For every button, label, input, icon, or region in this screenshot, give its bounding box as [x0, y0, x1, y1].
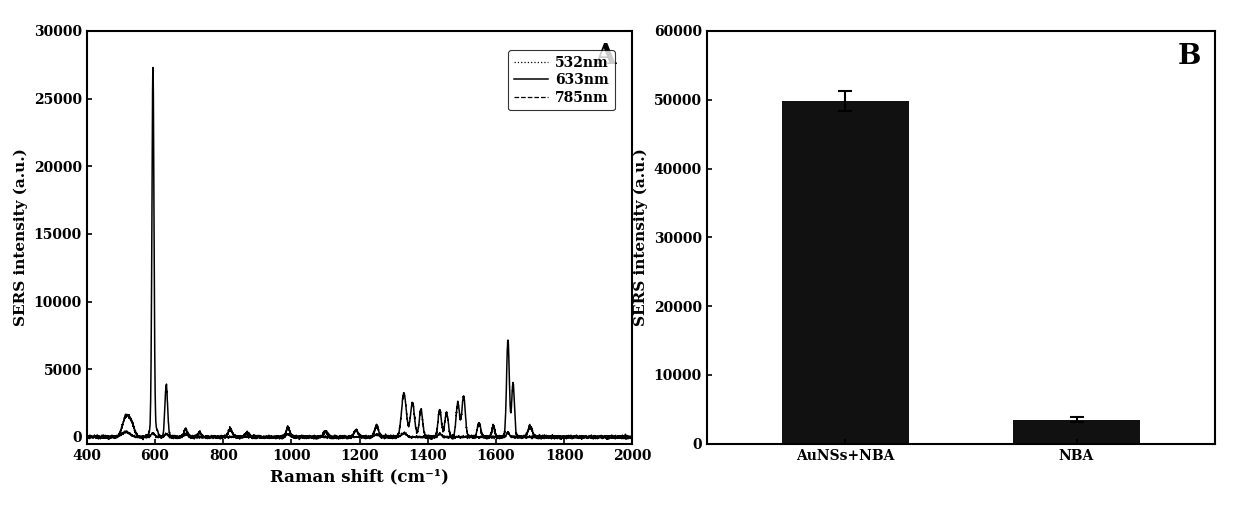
785nm [582, 434, 596, 440]
633nm [314, 432, 329, 439]
633nm [625, 434, 640, 440]
Text: A: A [594, 43, 616, 70]
785nm [476, 435, 491, 441]
532nm [609, 433, 624, 440]
532nm [309, 434, 324, 440]
Line: 785nm: 785nm [87, 430, 632, 439]
Bar [1013, 420, 1140, 444]
633nm [145, 64, 160, 71]
Text: B: B [1178, 43, 1202, 70]
Line: 633nm: 633nm [87, 68, 632, 440]
532nm [582, 433, 596, 440]
785nm [609, 434, 624, 440]
785nm [309, 434, 324, 440]
532nm [446, 436, 461, 442]
X-axis label: Raman shift (cm⁻¹): Raman shift (cm⁻¹) [270, 468, 449, 485]
532nm [312, 433, 327, 440]
633nm [135, 437, 150, 443]
633nm [339, 433, 353, 440]
532nm [625, 433, 640, 440]
785nm [625, 434, 640, 440]
785nm [312, 434, 327, 440]
633nm [79, 433, 94, 439]
532nm [339, 433, 353, 440]
Line: 532nm: 532nm [87, 431, 632, 439]
785nm [549, 436, 564, 442]
785nm [118, 427, 133, 433]
Legend: 532nm, 633nm, 785nm: 532nm, 633nm, 785nm [508, 50, 615, 110]
532nm [119, 428, 134, 434]
785nm [79, 434, 94, 441]
532nm [476, 433, 491, 439]
Y-axis label: SERS intensity (a.u.): SERS intensity (a.u.) [14, 149, 29, 326]
633nm [609, 435, 624, 441]
633nm [476, 434, 491, 440]
Y-axis label: SERS intensity (a.u.): SERS intensity (a.u.) [634, 149, 649, 326]
633nm [309, 434, 324, 441]
633nm [582, 433, 596, 439]
785nm [339, 433, 353, 440]
Bar [782, 101, 909, 444]
532nm [79, 435, 94, 441]
